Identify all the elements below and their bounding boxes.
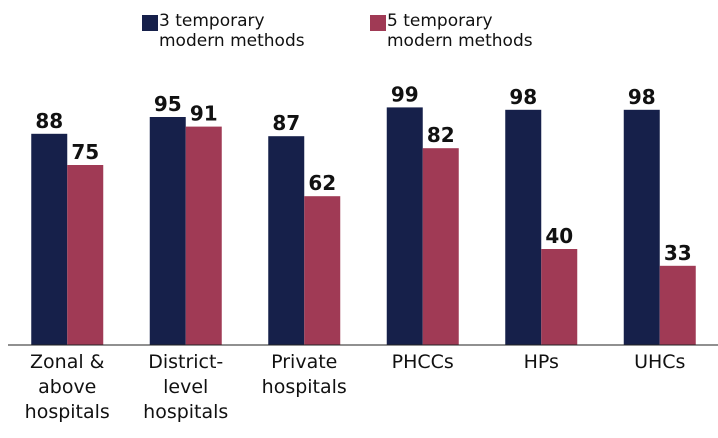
x-tick-label: Private hospitals [261, 351, 347, 398]
x-tick-label: UHCs [634, 351, 686, 373]
data-label: 98 [509, 85, 537, 109]
data-label: 91 [190, 102, 218, 126]
bar [304, 196, 341, 345]
bar [185, 126, 222, 345]
data-label: 98 [628, 85, 656, 109]
bar [541, 249, 578, 345]
bar [386, 107, 423, 346]
data-label: 95 [154, 92, 182, 116]
legend-swatch [142, 15, 158, 31]
bar [268, 136, 305, 345]
x-tick-label: PHCCs [391, 351, 454, 373]
x-tick-label: HPs [523, 351, 559, 373]
data-label: 40 [545, 224, 573, 248]
data-label: 33 [664, 241, 692, 265]
data-label: 82 [427, 123, 455, 147]
data-label: 99 [391, 82, 419, 106]
data-label: 88 [35, 109, 63, 133]
bar [31, 133, 68, 345]
legend-label: 5 temporary modern methods [387, 11, 533, 51]
bar [149, 117, 186, 345]
legend-swatch [370, 15, 386, 31]
bar [67, 165, 104, 345]
data-label: 75 [71, 140, 99, 164]
x-tick-label: Zonal & above hospitals [24, 351, 110, 423]
bar [505, 109, 542, 345]
data-label: 87 [272, 111, 300, 135]
bar [623, 109, 660, 345]
bar [422, 148, 459, 345]
x-tick-label: District-level hospitals [143, 351, 229, 423]
bar [659, 265, 696, 345]
legend-label: 3 temporary modern methods [159, 11, 305, 51]
data-label: 62 [308, 171, 336, 195]
